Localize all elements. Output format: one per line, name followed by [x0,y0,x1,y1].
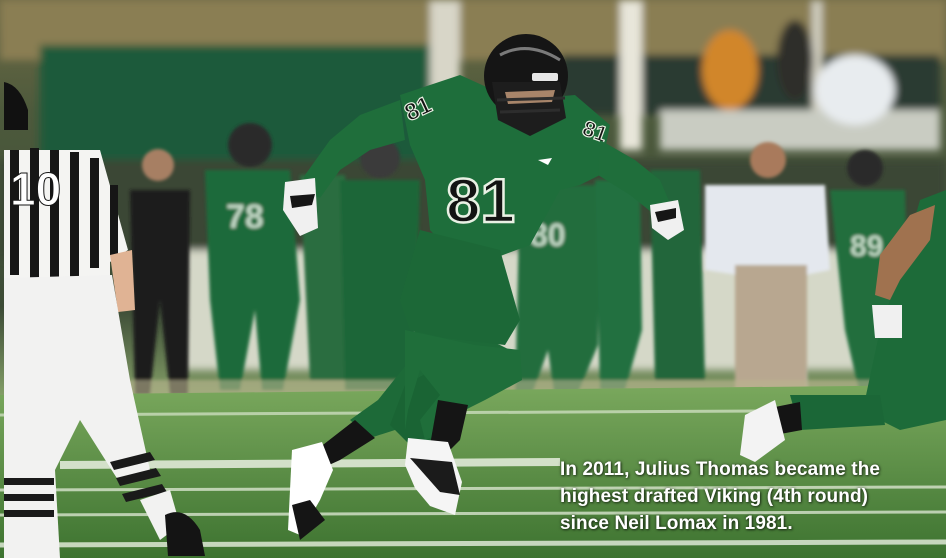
player-81: 81 81 81 [283,34,684,540]
svg-text:78: 78 [226,198,264,236]
svg-text:10: 10 [10,163,61,215]
caption-line-3: since Neil Lomax in 1981. [560,513,793,534]
caption-line-1: In 2011, Julius Thomas became the [560,459,881,480]
referee: 10 [4,82,205,558]
jersey-number: 81 [446,167,515,236]
sideline-players: 78 80 89 [120,123,946,405]
caption-line-2: highest drafted Viking (4th round) [560,486,869,507]
player-right-edge [740,190,946,462]
svg-text:89: 89 [850,230,883,263]
photo-caption: In 2011, Julius Thomas became the highes… [560,456,940,537]
